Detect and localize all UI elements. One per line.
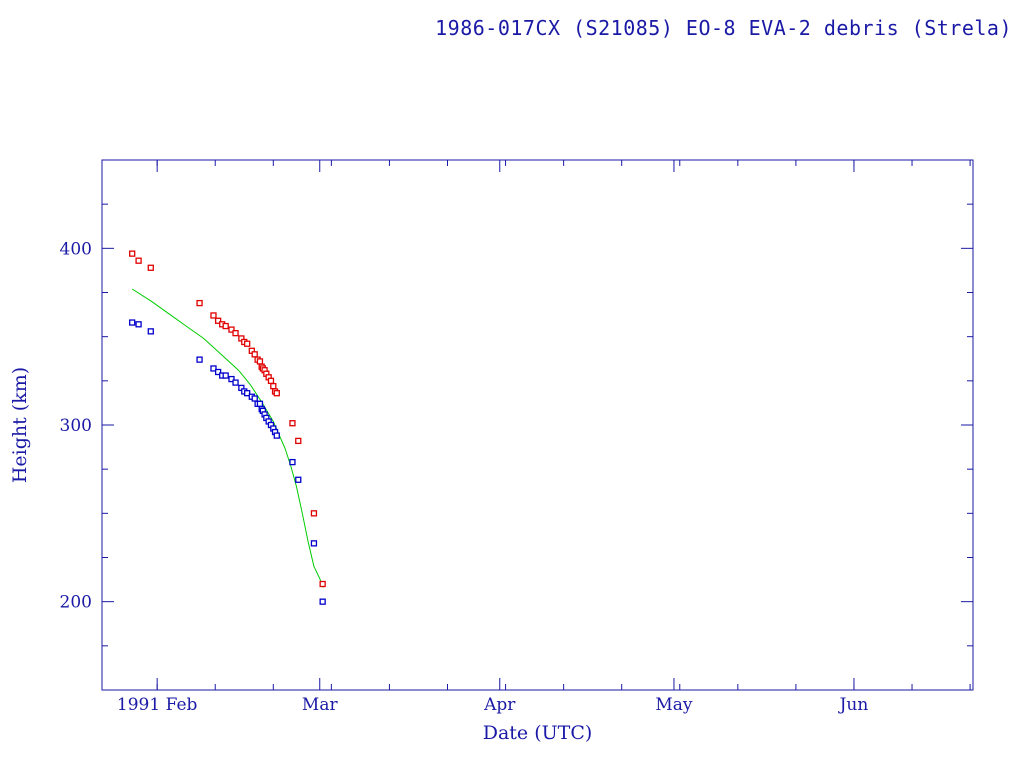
- apogee-point: [222, 322, 229, 330]
- perigee-point: [147, 328, 154, 335]
- perigee-point: [273, 432, 280, 439]
- axis-ticks: [102, 159, 973, 691]
- apogee-point: [267, 377, 275, 384]
- y-tick-label: 200: [60, 593, 92, 613]
- data-points: [129, 250, 326, 605]
- perigee-point: [214, 368, 222, 376]
- apogee-point: [244, 340, 251, 347]
- apogee-point: [196, 299, 203, 307]
- apogee-point: [129, 250, 136, 257]
- fit-curve: [131, 288, 324, 588]
- apogee-point: [214, 317, 222, 324]
- perigee-point: [295, 476, 302, 483]
- perigee-point: [210, 365, 217, 372]
- x-tick-label: May: [655, 695, 693, 715]
- perigee-point: [319, 598, 326, 605]
- perigee-point: [310, 540, 318, 547]
- y-tick-label: 300: [60, 416, 92, 436]
- perigee-point: [289, 458, 296, 466]
- perigee-point: [251, 395, 258, 402]
- chart-title: 1986-017CX (S21085) EO-8 EVA-2 debris (S…: [435, 16, 1012, 40]
- apogee-point: [270, 382, 277, 390]
- axis-tick-labels: 200 300 400 1991 Feb Mar Apr May Jun: [60, 239, 869, 715]
- perigee-point: [129, 319, 136, 326]
- perigee-point: [232, 379, 239, 386]
- apogee-point: [228, 326, 235, 333]
- x-tick-label: Apr: [483, 695, 516, 715]
- apogee-point: [210, 312, 217, 319]
- x-tick-label: Jun: [838, 695, 869, 715]
- perigee-point: [228, 375, 235, 383]
- y-axis-label: Height (km): [9, 367, 31, 483]
- x-axis-label: Date (UTC): [483, 722, 593, 744]
- perigee-point: [135, 321, 142, 328]
- perigee-point: [196, 356, 203, 363]
- plot-frame: [101, 159, 974, 691]
- apogee-point: [310, 510, 318, 517]
- apogee-point: [232, 329, 239, 337]
- apogee-point: [319, 580, 326, 588]
- perigee-point: [222, 372, 229, 379]
- apogee-point: [251, 351, 258, 358]
- apogee-point: [147, 264, 154, 271]
- x-tick-label: 1991 Feb: [117, 695, 198, 715]
- perigee-point: [244, 390, 251, 397]
- x-tick-label: Mar: [302, 695, 339, 715]
- apogee-point: [289, 420, 296, 427]
- apogee-point: [273, 390, 280, 397]
- apogee-point: [135, 257, 142, 264]
- apogee-point: [256, 358, 264, 365]
- y-tick-label: 400: [60, 239, 92, 259]
- perigee-point: [256, 400, 264, 407]
- apogee-point: [295, 437, 302, 445]
